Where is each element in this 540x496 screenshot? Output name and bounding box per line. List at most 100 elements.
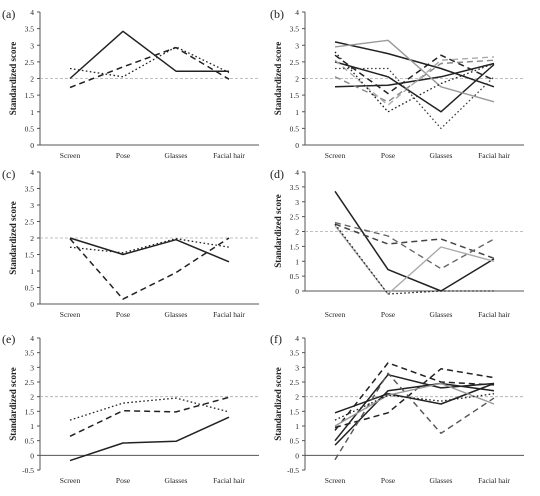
panel-a: (a) 0 0.5 1 1.5 2 2.5 3 3.5 4 Screen Pose Glasses Fac… bbox=[2, 7, 259, 160]
y-tick-label: 3.5 bbox=[25, 25, 35, 34]
x-tick-label: Screen bbox=[325, 151, 346, 160]
series-line bbox=[69, 30, 229, 80]
x-tick-label: Facial hair bbox=[478, 310, 510, 319]
panel-e: (e) -0.5 0 0.5 1 1.5 2 2.5 3 3.5 4 Screen Pose Glasse… bbox=[2, 332, 259, 485]
y-tick-label: 3.5 bbox=[290, 25, 300, 34]
y-tick-label: 0 bbox=[295, 287, 299, 296]
y-tick-label: 2.5 bbox=[25, 218, 35, 227]
series-line bbox=[334, 41, 495, 88]
series-line bbox=[334, 221, 495, 270]
x-tick-label: Screen bbox=[325, 310, 346, 319]
y-tick-label: 1 bbox=[30, 422, 34, 431]
series-line bbox=[334, 223, 494, 295]
y-tick-label: 1.5 bbox=[25, 407, 35, 416]
panel-label: (c) bbox=[2, 167, 15, 181]
series-line bbox=[334, 373, 495, 442]
y-tick-label: 3.5 bbox=[25, 349, 35, 358]
series-line bbox=[335, 67, 495, 130]
x-tick-label: Pose bbox=[116, 310, 131, 319]
series-line bbox=[69, 416, 230, 462]
x-tick-label: Glasses bbox=[165, 310, 188, 319]
x-tick-label: Facial hair bbox=[213, 476, 245, 485]
y-tick-label: 0.5 bbox=[290, 272, 300, 281]
y-tick-label: 1.5 bbox=[25, 251, 35, 260]
x-tick-label: Glasses bbox=[430, 151, 453, 160]
y-tick-label: 4 bbox=[30, 334, 34, 343]
y-tick-label: 1.5 bbox=[25, 91, 35, 100]
series-line bbox=[334, 393, 495, 421]
y-tick-label: 4 bbox=[295, 168, 299, 177]
x-tick-label: Facial hair bbox=[478, 476, 510, 485]
y-tick-label: 0.5 bbox=[25, 284, 35, 293]
y-tick-label: 3 bbox=[295, 41, 299, 50]
panel-label: (e) bbox=[2, 332, 15, 346]
y-tick-label: -0.5 bbox=[287, 466, 299, 475]
y-tick-label: 1 bbox=[295, 257, 299, 266]
series-line bbox=[334, 61, 495, 113]
y-tick-label: -0.5 bbox=[22, 466, 34, 475]
x-tick-label: Pose bbox=[381, 310, 396, 319]
x-tick-label: Facial hair bbox=[213, 310, 245, 319]
x-tick-label: Pose bbox=[381, 151, 396, 160]
series-line bbox=[334, 39, 495, 103]
y-tick-label: 3 bbox=[295, 363, 299, 372]
x-tick-label: Glasses bbox=[430, 476, 453, 485]
x-tick-label: Pose bbox=[116, 151, 131, 160]
y-tick-label: 1 bbox=[295, 422, 299, 431]
panel-b: (b) 0 0.5 1 1.5 2 2.5 3 3.5 4 Screen Pose Glasses Fac… bbox=[270, 7, 524, 160]
y-axis-title: Standardized score bbox=[273, 42, 283, 116]
y-tick-label: 1.5 bbox=[290, 407, 300, 416]
series-line bbox=[69, 397, 230, 421]
y-tick-label: 2.5 bbox=[25, 58, 35, 67]
series-line bbox=[334, 54, 495, 95]
panel-c: (c) 0 0.5 1 1.5 2 2.5 3 3.5 4 Screen Pose Glasses Fac… bbox=[2, 167, 259, 319]
y-tick-label: 2 bbox=[30, 393, 34, 402]
y-tick-label: 3 bbox=[295, 198, 299, 207]
x-tick-label: Screen bbox=[325, 476, 346, 485]
y-tick-label: 3 bbox=[30, 201, 34, 210]
x-tick-label: Screen bbox=[60, 151, 81, 160]
y-axis-title: Standardized score bbox=[273, 367, 283, 441]
y-tick-label: 1.5 bbox=[290, 242, 300, 251]
series-line bbox=[334, 362, 495, 431]
y-tick-label: 0 bbox=[30, 300, 34, 309]
series-line bbox=[69, 237, 230, 300]
x-tick-label: Screen bbox=[60, 476, 81, 485]
x-tick-label: Glasses bbox=[430, 310, 453, 319]
x-tick-label: Pose bbox=[381, 476, 396, 485]
series-line bbox=[334, 62, 495, 88]
y-tick-label: 0 bbox=[30, 141, 34, 150]
x-tick-label: Pose bbox=[116, 476, 131, 485]
x-tick-label: Screen bbox=[60, 310, 81, 319]
x-tick-label: Facial hair bbox=[478, 151, 510, 160]
y-tick-label: 3 bbox=[30, 41, 34, 50]
x-tick-label: Glasses bbox=[165, 151, 188, 160]
series-line bbox=[334, 223, 495, 260]
y-axis-title: Standardized score bbox=[8, 42, 18, 116]
y-tick-label: 2 bbox=[295, 75, 299, 84]
y-tick-label: 4 bbox=[30, 168, 34, 177]
series-line bbox=[69, 46, 230, 89]
y-tick-label: 3.5 bbox=[25, 185, 35, 194]
series-line bbox=[69, 237, 230, 263]
y-tick-label: 0.5 bbox=[290, 124, 300, 133]
y-tick-label: 0.5 bbox=[25, 124, 35, 133]
y-tick-label: 0.5 bbox=[290, 437, 300, 446]
y-tick-label: 2.5 bbox=[290, 213, 300, 222]
panel-label: (a) bbox=[2, 7, 15, 21]
panel-d: (d) 0 0.5 1 1.5 2 2.5 3 3.5 4 Screen Pose Glasses Fac… bbox=[270, 167, 524, 319]
y-tick-label: 4 bbox=[295, 334, 299, 343]
x-tick-label: Facial hair bbox=[213, 151, 245, 160]
series-line bbox=[334, 372, 495, 461]
y-tick-label: 4 bbox=[295, 8, 299, 17]
y-axis-title: Standardized score bbox=[8, 201, 18, 275]
y-tick-label: 3 bbox=[30, 363, 34, 372]
y-tick-label: 1.5 bbox=[290, 91, 300, 100]
y-tick-label: 0 bbox=[295, 141, 299, 150]
series-line bbox=[334, 225, 495, 295]
y-tick-label: 2.5 bbox=[290, 378, 300, 387]
panel-label: (d) bbox=[270, 167, 284, 181]
y-tick-label: 3.5 bbox=[290, 349, 300, 358]
series-line bbox=[69, 46, 230, 78]
